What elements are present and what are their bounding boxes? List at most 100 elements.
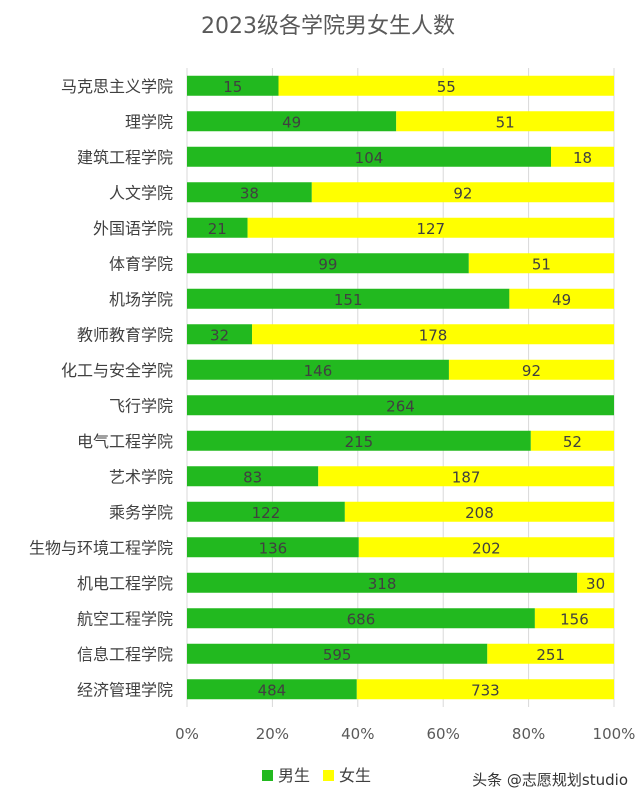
data-label: 151 <box>334 291 363 309</box>
data-label: 52 <box>563 433 582 451</box>
watermark: 头条 @志愿规划studio <box>472 771 628 789</box>
data-label: 122 <box>252 504 281 522</box>
bar-female <box>252 324 615 345</box>
bar-female <box>344 501 614 522</box>
data-label: 51 <box>496 113 515 131</box>
category-label: 体育学院 <box>109 254 173 273</box>
data-label: 92 <box>453 184 472 202</box>
bar-male <box>187 217 248 238</box>
data-label: 484 <box>258 681 287 699</box>
data-label: 156 <box>560 610 589 628</box>
category-label: 电气工程学院 <box>77 432 173 451</box>
data-label: 30 <box>586 575 605 593</box>
data-label: 595 <box>323 646 352 664</box>
data-label: 208 <box>465 504 494 522</box>
data-label: 264 <box>386 397 415 415</box>
legend: 男生 女生 <box>262 766 371 785</box>
bar-male <box>187 608 535 629</box>
category-label: 信息工程学院 <box>77 645 173 664</box>
bar-male <box>187 288 510 309</box>
legend-swatch <box>262 770 273 781</box>
data-label: 38 <box>240 184 259 202</box>
data-label: 92 <box>522 362 541 380</box>
bar-male <box>187 572 578 593</box>
data-label: 215 <box>345 433 374 451</box>
data-label: 15 <box>223 78 242 96</box>
category-label: 外国语学院 <box>93 219 173 238</box>
data-label: 251 <box>536 646 565 664</box>
bar-male <box>187 395 614 416</box>
bar-male <box>187 359 449 380</box>
bar-male <box>187 679 357 700</box>
data-label: 127 <box>416 220 445 238</box>
bar-female <box>247 217 615 238</box>
bar-male <box>187 253 469 274</box>
category-label: 机场学院 <box>109 290 173 309</box>
data-label: 104 <box>355 149 384 167</box>
category-label: 理学院 <box>125 112 173 131</box>
bar-female <box>551 146 614 167</box>
category-label: 飞行学院 <box>109 396 173 415</box>
data-label: 146 <box>304 362 333 380</box>
category-label: 建筑工程学院 <box>77 148 173 167</box>
category-label: 航空工程学院 <box>77 609 173 628</box>
data-label: 18 <box>573 149 592 167</box>
bar-female <box>577 572 614 593</box>
bar-male <box>187 111 397 132</box>
bar-female <box>487 643 614 664</box>
data-label: 187 <box>452 468 481 486</box>
bar-female <box>509 288 614 309</box>
x-tick-label: 60% <box>427 725 460 743</box>
category-label: 机电工程学院 <box>77 574 173 593</box>
bar-female <box>448 359 614 380</box>
category-label: 艺术学院 <box>109 467 173 486</box>
bar-male <box>187 501 345 522</box>
bar-female <box>356 679 614 700</box>
bar-male <box>187 182 312 203</box>
bar-male <box>187 537 359 558</box>
category-label: 教师教育学院 <box>77 325 173 344</box>
data-label: 99 <box>318 255 337 273</box>
category-labels: 马克思主义学院理学院建筑工程学院人文学院外国语学院体育学院机场学院教师教育学院化… <box>29 77 173 700</box>
bar-female <box>396 111 614 132</box>
category-label: 人文学院 <box>109 183 173 202</box>
bar-female <box>530 430 614 451</box>
x-tick-label: 20% <box>256 725 289 743</box>
data-label: 55 <box>437 78 456 96</box>
data-label: 49 <box>552 291 571 309</box>
data-label: 686 <box>347 610 376 628</box>
bar-male <box>187 75 279 96</box>
bar-female <box>311 182 614 203</box>
x-axis-ticks: 0% 20% 40% 60% 80% 100% <box>175 725 635 743</box>
legend-label: 男生 <box>278 766 310 785</box>
data-label: 51 <box>532 255 551 273</box>
data-label: 318 <box>368 575 397 593</box>
category-label: 化工与安全学院 <box>61 361 173 380</box>
category-label: 经济管理学院 <box>77 680 173 699</box>
data-label: 83 <box>243 468 262 486</box>
x-tick-label: 80% <box>512 725 545 743</box>
chart-title: 2023级各学院男女生人数 <box>201 14 455 39</box>
data-label: 136 <box>259 539 288 557</box>
x-tick-label: 0% <box>175 725 199 743</box>
bar-male <box>187 324 253 345</box>
data-label: 733 <box>471 681 500 699</box>
category-label: 生物与环境工程学院 <box>29 538 173 557</box>
bar-female <box>468 253 614 274</box>
bar-female <box>534 608 614 629</box>
data-label: 21 <box>208 220 227 238</box>
legend-swatch <box>323 770 334 781</box>
bar-male <box>187 643 488 664</box>
category-label: 乘务学院 <box>109 503 173 522</box>
data-label: 178 <box>419 326 448 344</box>
bar-female <box>318 466 614 487</box>
bar-male <box>187 466 319 487</box>
data-label: 32 <box>210 326 229 344</box>
data-label: 202 <box>472 539 501 557</box>
bar-male <box>187 430 531 451</box>
x-tick-label: 40% <box>341 725 374 743</box>
category-label: 马克思主义学院 <box>61 77 173 96</box>
legend-label: 女生 <box>339 766 371 785</box>
data-label: 49 <box>282 113 301 131</box>
